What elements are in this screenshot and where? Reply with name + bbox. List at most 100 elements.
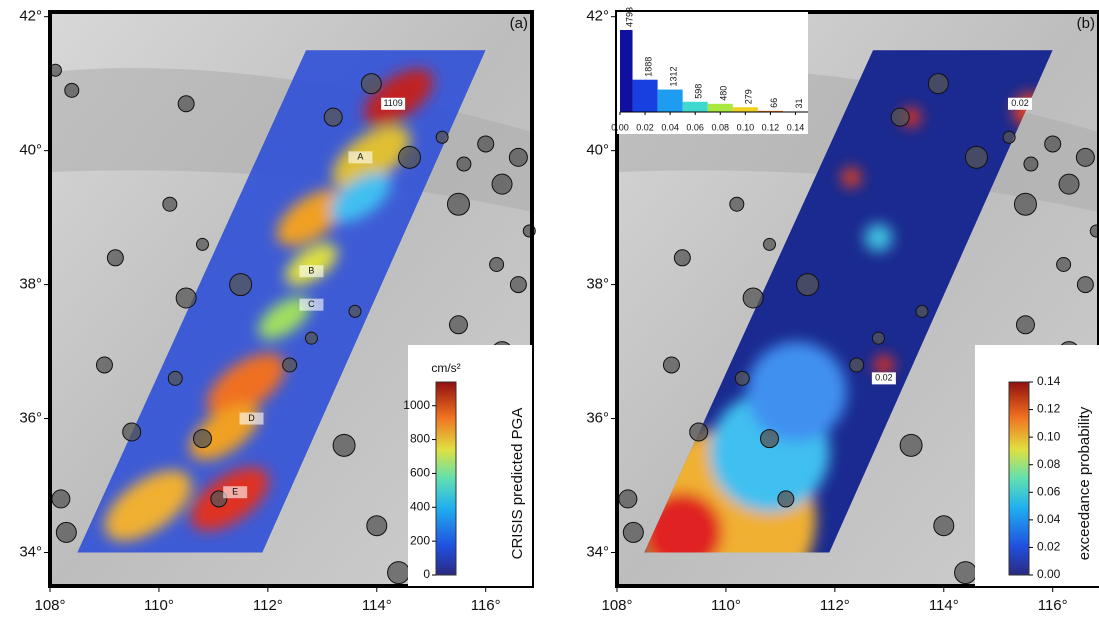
earthquake: [457, 157, 471, 171]
earthquake: [447, 193, 469, 215]
colorbar-tick-label: 0.04: [1037, 512, 1061, 526]
earthquake: [1059, 174, 1079, 194]
earthquake: [1076, 148, 1094, 166]
earthquake: [1014, 193, 1036, 215]
earthquake: [872, 332, 884, 344]
probability-hotspot: [841, 167, 861, 187]
x-tick-label: 112°: [820, 597, 850, 614]
x-tick-label: 116°: [1038, 597, 1068, 614]
histogram-tick-label: 0.06: [686, 122, 704, 132]
histogram-tick-label: 0.12: [762, 122, 780, 132]
earthquake: [1057, 258, 1071, 272]
panel-label: (b): [1077, 15, 1095, 32]
x-tick-label: 108°: [601, 597, 632, 614]
earthquake: [436, 131, 448, 143]
histogram-count: 1312: [669, 67, 679, 87]
annotation: D: [248, 413, 255, 423]
earthquake: [763, 238, 775, 250]
earthquake: [324, 108, 342, 126]
y-tick-label: 40°: [19, 142, 42, 159]
earthquake: [891, 108, 909, 126]
x-tick-label: 110°: [144, 597, 174, 614]
colorbar-tick-label: 800: [410, 432, 430, 446]
y-tick-label: 42°: [19, 8, 42, 25]
earthquake: [478, 136, 494, 152]
earthquake: [123, 423, 141, 441]
x-tick-label: 112°: [253, 597, 283, 614]
earthquake: [230, 274, 252, 296]
earthquake: [1077, 277, 1093, 293]
histogram-count: 598: [694, 84, 704, 99]
colorbar-tick-label: 0: [423, 567, 430, 581]
earthquake: [492, 174, 512, 194]
colorbar-tick-label: 600: [410, 466, 430, 480]
histogram-bar: [633, 80, 658, 112]
figure: 1109ABCDE(a)108°110°112°114°116°34°36°38…: [0, 0, 1099, 621]
histogram-tick-label: 0.14: [787, 122, 805, 132]
x-tick-label: 110°: [711, 597, 741, 614]
earthquake: [176, 288, 196, 308]
earthquake: [52, 490, 70, 508]
earthquake: [1045, 136, 1061, 152]
colorbar-tick-label: 0.14: [1037, 374, 1061, 388]
annotation: 0.02: [1011, 98, 1029, 108]
colorbar-label: exceedance probability: [1076, 406, 1093, 560]
earthquake: [388, 562, 410, 584]
probability-hotspot: [747, 342, 847, 442]
earthquake: [56, 522, 76, 542]
earthquake: [743, 288, 763, 308]
y-tick-label: 42°: [586, 8, 609, 25]
earthquake: [778, 491, 794, 507]
earthquake: [965, 146, 987, 168]
earthquake: [367, 516, 387, 536]
colorbar-tick-label: 0.12: [1037, 402, 1061, 416]
histogram-tick-label: 0.04: [661, 122, 679, 132]
histogram-tick-label: 0.00: [611, 122, 629, 132]
colorbar-unit: cm/s²: [431, 361, 460, 375]
earthquake: [730, 197, 744, 211]
y-tick-label: 36°: [586, 410, 609, 427]
histogram-count: 66: [769, 98, 779, 108]
earthquake: [797, 274, 819, 296]
earthquake: [955, 562, 977, 584]
earthquake: [398, 146, 420, 168]
earthquake: [934, 516, 954, 536]
histogram-count: 31: [794, 98, 804, 108]
colorbar-tick-label: 0.08: [1037, 457, 1061, 471]
earthquake: [663, 357, 679, 373]
earthquake: [674, 250, 690, 266]
earthquake: [196, 238, 208, 250]
earthquake: [333, 434, 355, 456]
earthquake: [490, 258, 504, 272]
annotation: A: [357, 152, 363, 162]
earthquake: [623, 522, 643, 542]
earthquake: [900, 434, 922, 456]
histogram-tick-label: 0.08: [712, 122, 730, 132]
earthquake: [1003, 131, 1015, 143]
earthquake: [509, 148, 527, 166]
x-tick-label: 116°: [471, 597, 501, 614]
colorbar-tick-label: 1000: [403, 398, 430, 412]
histogram-count: 480: [719, 86, 729, 101]
panel-label: (a): [510, 15, 528, 32]
earthquake: [850, 358, 864, 372]
earthquake: [760, 430, 778, 448]
histogram-bar: [733, 107, 758, 112]
histogram-count: 4793: [625, 7, 635, 27]
colorbar-tick-label: 200: [410, 533, 430, 547]
histogram-bar: [708, 104, 733, 112]
earthquake: [735, 371, 749, 385]
y-tick-label: 40°: [586, 142, 609, 159]
colorbar-tick-label: 0.00: [1037, 567, 1061, 581]
histogram-tick-label: 0.02: [636, 122, 654, 132]
earthquake: [349, 305, 361, 317]
colorbar-tick-label: 0.10: [1037, 429, 1061, 443]
earthquake: [1024, 157, 1038, 171]
earthquake: [510, 277, 526, 293]
histogram-tick-label: 0.10: [737, 122, 755, 132]
annotation: E: [232, 487, 238, 497]
earthquake: [449, 316, 467, 334]
annotation: 0.02: [875, 373, 893, 383]
earthquake: [916, 305, 928, 317]
y-tick-label: 34°: [19, 543, 42, 560]
